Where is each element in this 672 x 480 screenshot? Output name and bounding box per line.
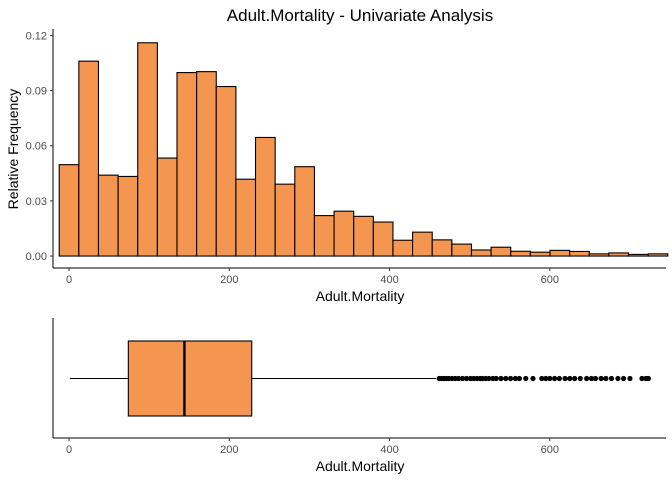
boxplot-outlier-point — [577, 375, 583, 382]
boxplot-outlier-point — [603, 375, 609, 382]
boxplot-outlier-point — [459, 375, 466, 382]
boxplot-outlier-point — [516, 375, 522, 382]
boxplot-outlier-point — [498, 375, 504, 382]
histogram-bar — [627, 253, 649, 257]
histogram-y-ticks: 0.00 0.03 0.06 0.09 0.12 — [26, 30, 53, 263]
boxplot-outlier-point — [645, 375, 651, 382]
histogram-bar — [235, 178, 257, 257]
boxplot-outlier-point — [539, 375, 545, 382]
boxplot-outlier-point — [463, 375, 470, 382]
boxplot-outlier-point — [493, 375, 499, 382]
y-tick-label: 0.12 — [26, 30, 47, 42]
histogram-bar — [510, 250, 531, 257]
histogram-bar — [274, 183, 296, 257]
y-tick-label: 0.00 — [26, 251, 47, 263]
boxplot-outlier-point — [530, 375, 536, 382]
x-tick-label: 0 — [66, 274, 72, 286]
boxplot-outlier-point — [503, 375, 509, 382]
boxplot-outlier-point — [572, 375, 578, 382]
boxplot-outlier-point — [592, 375, 599, 382]
histogram-bar — [117, 175, 139, 257]
y-tick-label: 0.03 — [26, 196, 47, 208]
boxplot-outlier-point — [486, 375, 492, 382]
boxplot-outlier-point — [588, 375, 595, 382]
histogram-bar — [372, 221, 394, 257]
boxplot-outlier-point — [523, 375, 529, 382]
boxplot-outlier-point — [543, 375, 549, 382]
x-tick-label: 600 — [541, 444, 559, 456]
boxplot-box — [127, 340, 253, 417]
histogram-panel: 0.00 0.03 0.06 0.09 0.12 0 200 400 600 Adult.Mo… — [5, 29, 669, 304]
histogram-bar — [215, 85, 237, 257]
boxplot-outlier-point — [556, 375, 563, 382]
y-tick-label: 0.06 — [26, 141, 47, 153]
histogram-bar — [97, 174, 119, 257]
histogram-bar — [58, 164, 80, 257]
boxplot-elements — [69, 340, 651, 417]
boxplot-outlier-point — [627, 375, 633, 382]
histogram-bar — [294, 166, 315, 257]
histogram-bar — [608, 252, 630, 257]
histogram-bar — [196, 71, 217, 257]
histogram-bar — [412, 231, 433, 257]
boxplot-panel: 0 200 400 600 Adult.Mortality — [52, 318, 666, 474]
x-tick-label: 0 — [66, 444, 72, 456]
histogram-bar — [431, 239, 453, 257]
histogram-bar — [156, 157, 178, 257]
histogram-bar — [470, 249, 492, 257]
histogram-bar — [490, 246, 512, 257]
histogram-bar — [353, 215, 374, 257]
histogram-bar — [313, 215, 335, 257]
boxplot-x-axis-title: Adult.Mortality — [316, 458, 405, 474]
boxplot-outlier-point — [608, 375, 615, 382]
boxplot-x-ticks: 0 200 400 600 — [66, 438, 559, 456]
x-tick-label: 200 — [220, 444, 238, 456]
boxplot-outlier-point — [512, 375, 518, 382]
boxplot-outlier-point — [552, 375, 558, 382]
histogram-bar — [549, 249, 571, 257]
histogram-bar — [176, 72, 198, 257]
y-tick-label: 0.09 — [26, 86, 47, 98]
boxplot-outlier-point — [562, 375, 568, 382]
histogram-bar — [392, 239, 414, 257]
histogram-bar — [569, 250, 590, 257]
chart-title: Adult.Mortality - Univariate Analysis — [227, 6, 493, 25]
boxplot-outlier-point — [455, 375, 462, 382]
boxplot-outlier-point — [620, 375, 627, 382]
boxplot-outlier-point — [584, 375, 590, 382]
histogram-bar — [647, 253, 669, 257]
x-tick-label: 200 — [220, 274, 238, 286]
boxplot-outlier-point — [567, 375, 573, 382]
histogram-bar — [333, 210, 355, 257]
histogram-bar — [529, 251, 551, 257]
x-tick-label: 400 — [380, 444, 398, 456]
histogram-x-ticks: 0 200 400 600 — [66, 268, 559, 286]
histogram-x-axis-title: Adult.Mortality — [316, 288, 405, 304]
boxplot-outlier-point — [507, 375, 514, 382]
histogram-bar — [78, 60, 100, 257]
histogram-bars — [58, 42, 669, 257]
boxplot-outlier-point — [598, 375, 604, 382]
histogram-bar — [588, 253, 610, 257]
x-tick-label: 600 — [541, 274, 559, 286]
boxplot-outlier-point — [547, 375, 553, 382]
boxplot-outlier-point — [615, 375, 621, 382]
boxplot-outlier-point — [639, 375, 645, 382]
histogram-bar — [137, 42, 158, 257]
x-tick-label: 400 — [380, 274, 398, 286]
histogram-y-axis-title: Relative Frequency — [5, 89, 21, 210]
histogram-bar — [254, 136, 276, 257]
histogram-bar — [451, 243, 473, 257]
